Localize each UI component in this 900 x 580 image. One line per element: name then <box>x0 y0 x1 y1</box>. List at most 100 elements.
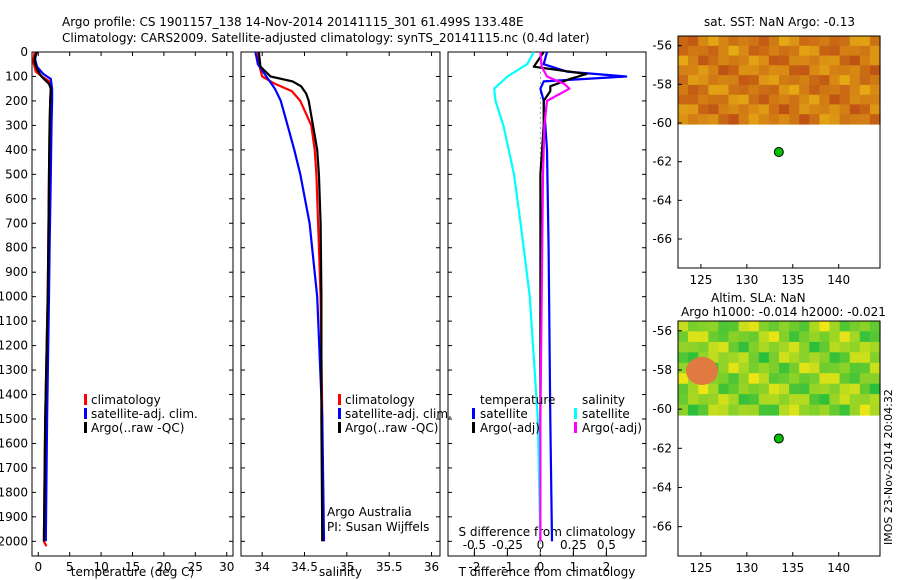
map-cell <box>789 36 800 47</box>
map-cell <box>849 331 861 343</box>
map-cell <box>849 104 861 115</box>
map-cell <box>748 114 760 125</box>
map-cell <box>809 341 820 353</box>
map-x-tick-label: 130 <box>735 561 758 575</box>
map-cell <box>748 45 760 57</box>
map-cell <box>738 383 750 395</box>
map-cell <box>839 55 851 66</box>
temperature-panel: 0100200300400500600700800900100011001200… <box>0 45 234 579</box>
map-cell <box>728 404 740 416</box>
y-tick-label: 600 <box>5 192 28 206</box>
map-cell <box>809 404 820 416</box>
map-cell <box>839 331 851 343</box>
map-cell <box>768 341 780 353</box>
map-cell <box>799 373 810 385</box>
map-cell <box>809 75 820 86</box>
map-cell <box>728 373 740 385</box>
x-top-tick-label: -0.25 <box>492 538 523 552</box>
map-cell <box>779 404 790 416</box>
map-cell <box>718 114 730 125</box>
map-cell <box>768 36 780 47</box>
map-cell <box>728 104 740 115</box>
map-cell <box>718 373 730 385</box>
map-cell <box>839 373 851 385</box>
legend-swatch-sal-satellite <box>574 408 577 419</box>
map-cell <box>829 36 841 47</box>
map-cell <box>869 352 881 364</box>
map-cell <box>758 383 770 395</box>
y-tick-label: 1600 <box>0 436 28 450</box>
annotation-argo-australia: Argo Australia <box>327 505 412 519</box>
map-cell <box>789 55 800 66</box>
map-cell <box>758 373 770 385</box>
map-cell <box>758 75 770 86</box>
map-cell <box>728 94 740 106</box>
map-cell <box>809 394 820 406</box>
map-cell <box>768 352 780 364</box>
map-cell <box>728 65 740 76</box>
map-cell <box>789 404 800 416</box>
map-cell <box>698 341 709 353</box>
map-cell <box>849 383 861 395</box>
map-cell <box>869 404 881 416</box>
map-cell <box>748 321 760 332</box>
map-cell <box>829 114 841 125</box>
map-cell <box>708 383 719 395</box>
map-cell <box>869 331 881 343</box>
map-cell <box>678 394 689 406</box>
map-cell <box>809 114 820 125</box>
map-cell <box>779 55 790 66</box>
map-cell <box>768 55 780 66</box>
map-cell <box>779 65 790 76</box>
map-cell <box>779 75 790 86</box>
annotation-pi: PI: Susan Wijffels <box>327 520 429 534</box>
map-cell <box>779 321 790 332</box>
map-cell <box>718 65 730 76</box>
y-tick-label: 1400 <box>0 388 28 402</box>
map-cell <box>829 55 841 66</box>
map-cell <box>859 383 871 395</box>
map-cell <box>688 394 699 406</box>
map-cell <box>819 65 831 76</box>
map-cell <box>869 36 881 47</box>
x-tick-label: 0 <box>34 560 42 574</box>
map-cell <box>799 394 810 406</box>
map-cell <box>859 331 871 343</box>
x-top-tick-label: 0.25 <box>560 538 587 552</box>
title-line1: Argo profile: CS 1901157_138 14-Nov-2014… <box>62 15 524 29</box>
map-cell <box>799 331 810 343</box>
map-cell <box>819 94 831 106</box>
map-y-tick-label: -64 <box>652 480 672 494</box>
y-tick-label: 400 <box>5 143 28 157</box>
map-cell <box>698 394 709 406</box>
map-cell <box>819 341 831 353</box>
map-cell <box>789 383 800 395</box>
map-cell <box>829 394 841 406</box>
map-cell <box>809 45 820 57</box>
argo-position-marker <box>773 147 784 157</box>
map-cell <box>789 104 800 115</box>
x-tick-label: 35 <box>339 560 354 574</box>
map-cell <box>799 94 810 106</box>
x-top-tick-label: 0 <box>537 538 545 552</box>
map-cell <box>718 394 730 406</box>
map-cell <box>869 383 881 395</box>
map-cell <box>748 341 760 353</box>
map-cell <box>799 362 810 374</box>
map-cell <box>839 94 851 106</box>
y-tick-label: 1200 <box>0 339 28 353</box>
map-cell <box>698 75 709 86</box>
legend-label: Argo(..raw -QC) <box>345 421 438 435</box>
map-cell <box>758 45 770 57</box>
map-cell <box>698 404 709 416</box>
map-cell <box>809 373 820 385</box>
map-cell <box>738 373 750 385</box>
map-cell <box>678 362 689 374</box>
map-cell <box>799 321 810 332</box>
map-cell <box>708 104 719 115</box>
map-cell <box>809 352 820 364</box>
map-x-tick-label: 140 <box>827 561 850 575</box>
map-cell <box>688 55 699 66</box>
difference-panel: -2 -1 0 1 2T difference from climatology -0.5… <box>447 51 647 579</box>
map-cell <box>738 114 750 125</box>
